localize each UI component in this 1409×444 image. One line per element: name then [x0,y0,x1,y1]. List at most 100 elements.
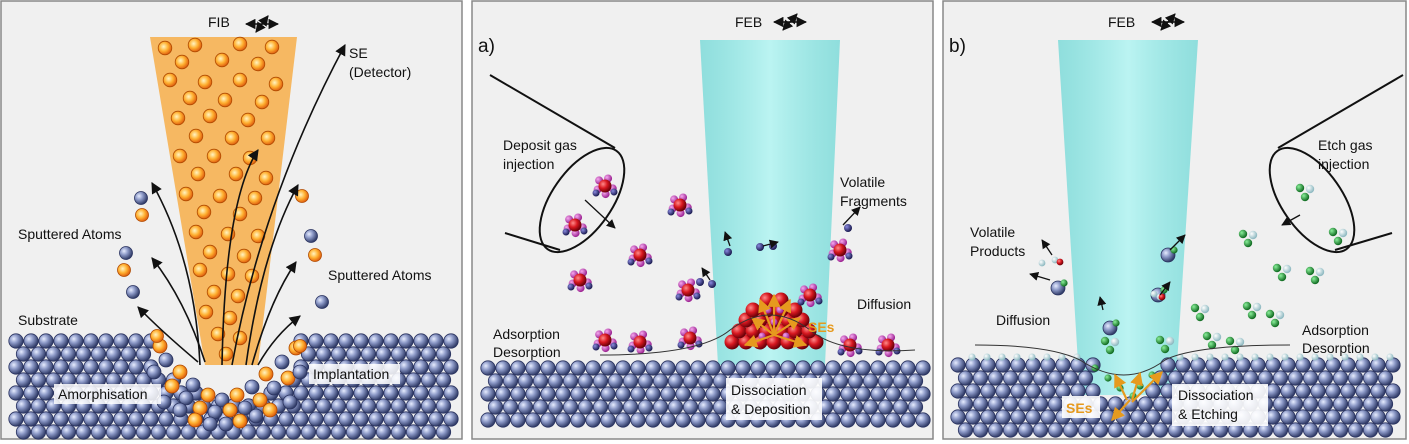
substrate-atom [825,412,841,428]
substrate-atom [965,383,981,399]
beam-ion [232,330,248,346]
substrate-atom [840,412,856,428]
substrate-atom [1182,370,1199,386]
sputtered-atoms-right-label: Sputtered Atoms [328,267,432,283]
volatile-fragments-label-2: Fragments [840,193,907,209]
substrate-atom [637,373,654,389]
substrate-atom [652,373,669,389]
substrate-atom [915,386,931,402]
substrate-atom [315,424,332,440]
beam-ion [174,54,190,70]
substrate-atom [1295,409,1311,425]
substrate-atom [585,360,601,376]
etchant-green [1270,318,1280,328]
substrate-atom [413,333,429,349]
adsorbed-species [1058,353,1066,361]
deposition-diffusion-label: Diffusion [857,296,911,312]
adsorbed-species [1013,353,1021,361]
precursor-navy [827,253,835,261]
substrate-atom [1145,409,1161,425]
sputtered-particle [135,208,149,222]
etchant-green [1300,192,1310,202]
precursor-navy [562,228,570,236]
precursor-navy [815,297,823,305]
substrate-atom [1265,357,1281,373]
substrate-atom [405,398,422,414]
implanted-ion [280,370,296,386]
substrate-atom [53,411,69,427]
feb-beam-label-etching: FEB [1108,14,1135,30]
substrate-atom [83,411,99,427]
substrate-atom [293,411,309,427]
substrate-atom [1377,396,1394,412]
sputtered-particle [117,263,131,277]
substrate-atom [1250,357,1266,373]
precursor-navy [693,292,701,300]
etchant-light [1235,337,1245,347]
etchant-green [1105,345,1115,355]
substrate-atom [585,412,601,428]
substrate-atom [972,396,989,412]
precursor-core [568,218,582,232]
substrate-atom [270,424,287,440]
substrate-atom [1377,370,1394,386]
substrate-atom [885,412,901,428]
substrate-atom [1047,396,1064,412]
substrate-atom [1287,422,1304,438]
substrate-atom [1197,370,1214,386]
substrate-atom [495,386,511,402]
precursor-navy [567,283,575,291]
deposition-label: & Deposition [731,401,810,417]
substrate-atom [995,409,1011,425]
substrate-atom [675,412,691,428]
substrate-atom [1010,409,1026,425]
substrate-atom [360,424,377,440]
deposit-gas-label: Deposit gas [503,137,577,153]
beam-ion [224,130,240,146]
substrate-atom [825,360,841,376]
substrate-atom [885,386,901,402]
substrate-atom [480,360,496,376]
substrate-atom [15,346,32,362]
substrate-atom [375,424,392,440]
deposit-injection-label: injection [503,156,554,172]
substrate-atom [1010,383,1026,399]
substrate-atom [1152,396,1169,412]
substrate-atom [308,333,324,349]
substrate-atom [987,422,1004,438]
substrate-atom [1025,409,1041,425]
substrate-atom [525,412,541,428]
substrate-atom [1272,422,1289,438]
precursor-navy [645,257,653,265]
substrate-atom [248,408,264,424]
substrate-atom [353,333,369,349]
substrate-atom [645,360,661,376]
substrate-atom [577,373,594,389]
substrate-atom [45,424,62,440]
substrate-atom [113,411,129,427]
substrate-atom [735,360,751,376]
substrate-atom [353,411,369,427]
substrate-atom [172,402,188,418]
etching-ses-label: SEs [1066,400,1093,416]
substrate-atom [398,359,414,375]
substrate-atom [877,373,894,389]
substrate-atom [1212,370,1229,386]
feb-beam-etching [1058,40,1198,395]
adsorbed-species [1236,353,1244,361]
sputtered-particle [304,229,318,243]
substrate-atom [178,390,194,406]
substrate-atom [900,412,916,428]
substrate-atom [600,412,616,428]
substrate-atom [562,373,579,389]
volatile-products-label-1: Volatile [970,224,1015,240]
deposit-atom [801,323,817,339]
adsorbed-species [1311,353,1319,361]
substrate-atom [30,424,47,440]
substrate-atom [202,416,218,432]
precursor-navy [627,345,635,353]
substrate-atom [720,360,736,376]
substrate-atom [1062,370,1079,386]
substrate-atom [1257,370,1274,386]
adsorbed-species [1251,353,1259,361]
